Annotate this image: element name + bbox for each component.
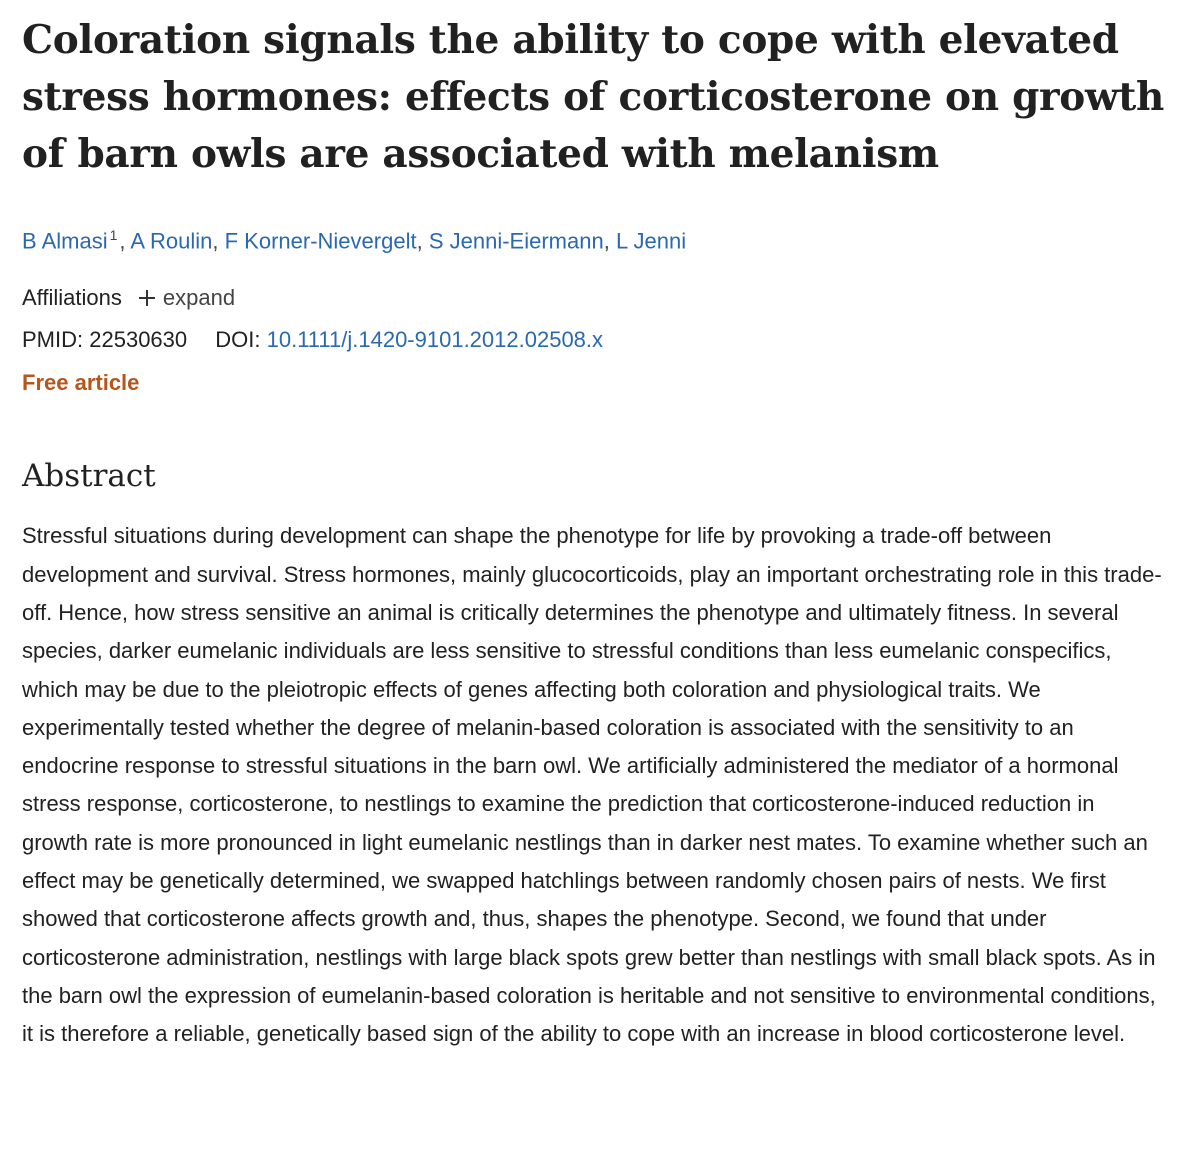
separator: , — [416, 228, 423, 254]
abstract-text: Stressful situations during development … — [22, 523, 1162, 1047]
separator: , — [119, 228, 126, 254]
pmid-value: 22530630 — [89, 327, 188, 353]
article-title: Coloration signals the ability to cope w… — [22, 17, 1165, 177]
affiliation-ref[interactable]: 1 — [109, 227, 118, 243]
author-link[interactable]: F Korner-Nievergelt — [224, 228, 417, 254]
plus-icon — [138, 290, 155, 307]
article: Coloration signals the ability to cope w… — [0, 12, 1200, 1053]
doi-link[interactable]: 10.1111/j.1420-9101.2012.02508.x — [266, 327, 604, 353]
identifiers-row: PMID: 22530630 DOI: 10.1111/j.1420-9101.… — [22, 325, 1166, 355]
author-link[interactable]: L Jenni — [615, 228, 687, 254]
expand-button[interactable]: expand — [138, 283, 235, 313]
body: Coloration signals the ability to cope w… — [0, 12, 1200, 1172]
separator: , — [212, 228, 219, 254]
separator: , — [603, 228, 610, 254]
author-list: B Almasi 1, A Roulin, F Korner-Nievergelt… — [22, 220, 1166, 256]
doi-label: DOI: — [215, 327, 261, 353]
free-article-label: Free article — [22, 370, 140, 396]
author-link[interactable]: S Jenni-Eiermann — [428, 228, 604, 254]
author-link[interactable]: A Roulin — [130, 228, 213, 254]
pmid-label: PMID: — [22, 327, 84, 353]
expand-label: expand — [162, 285, 236, 311]
affiliations-label: Affiliations — [22, 285, 122, 311]
abstract-heading: Abstract — [22, 458, 156, 495]
author-link[interactable]: B Almasi — [22, 228, 108, 254]
affiliations-row: Affiliations expand — [22, 283, 1166, 313]
